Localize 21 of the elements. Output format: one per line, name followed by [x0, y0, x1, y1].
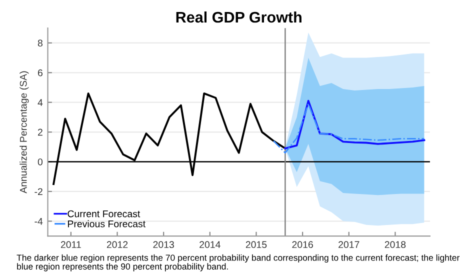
- line-series: [272, 103, 425, 154]
- x-tick-label: 2012: [106, 241, 128, 248]
- text: The darker blue region represents the 70 percent probability band corresponding to the current forecast; the lighter blue region represents the 90 percent probability band.: [16, 254, 460, 272]
- legend-label: Current Forecast: [68, 210, 140, 218]
- x-tick-label: 2016: [292, 241, 313, 248]
- y-tick-label: 8: [38, 40, 42, 47]
- x-tick-label: 2013: [153, 241, 174, 248]
- x-tick-label: 2015: [246, 241, 267, 248]
- y-axis-title: Annualized Percentage (SA): [20, 71, 29, 194]
- x-tick-label: 2014: [200, 241, 220, 248]
- y-tick-label: -4: [34, 218, 43, 225]
- chart-title: Real GDP Growth: [176, 11, 302, 23]
- x-tick-label: 2018: [384, 241, 406, 248]
- y-tick-label: 4: [38, 99, 43, 106]
- x-tick-label: 2011: [60, 241, 81, 248]
- legend-label: Previous Forecast: [68, 220, 146, 228]
- y-tick-label: 2: [38, 128, 42, 136]
- y-tick-label: -2: [34, 188, 42, 195]
- y-tick-label: 6: [38, 69, 42, 76]
- x-tick-label: 2017: [338, 241, 360, 248]
- y-tick-label: 0: [38, 158, 43, 166]
